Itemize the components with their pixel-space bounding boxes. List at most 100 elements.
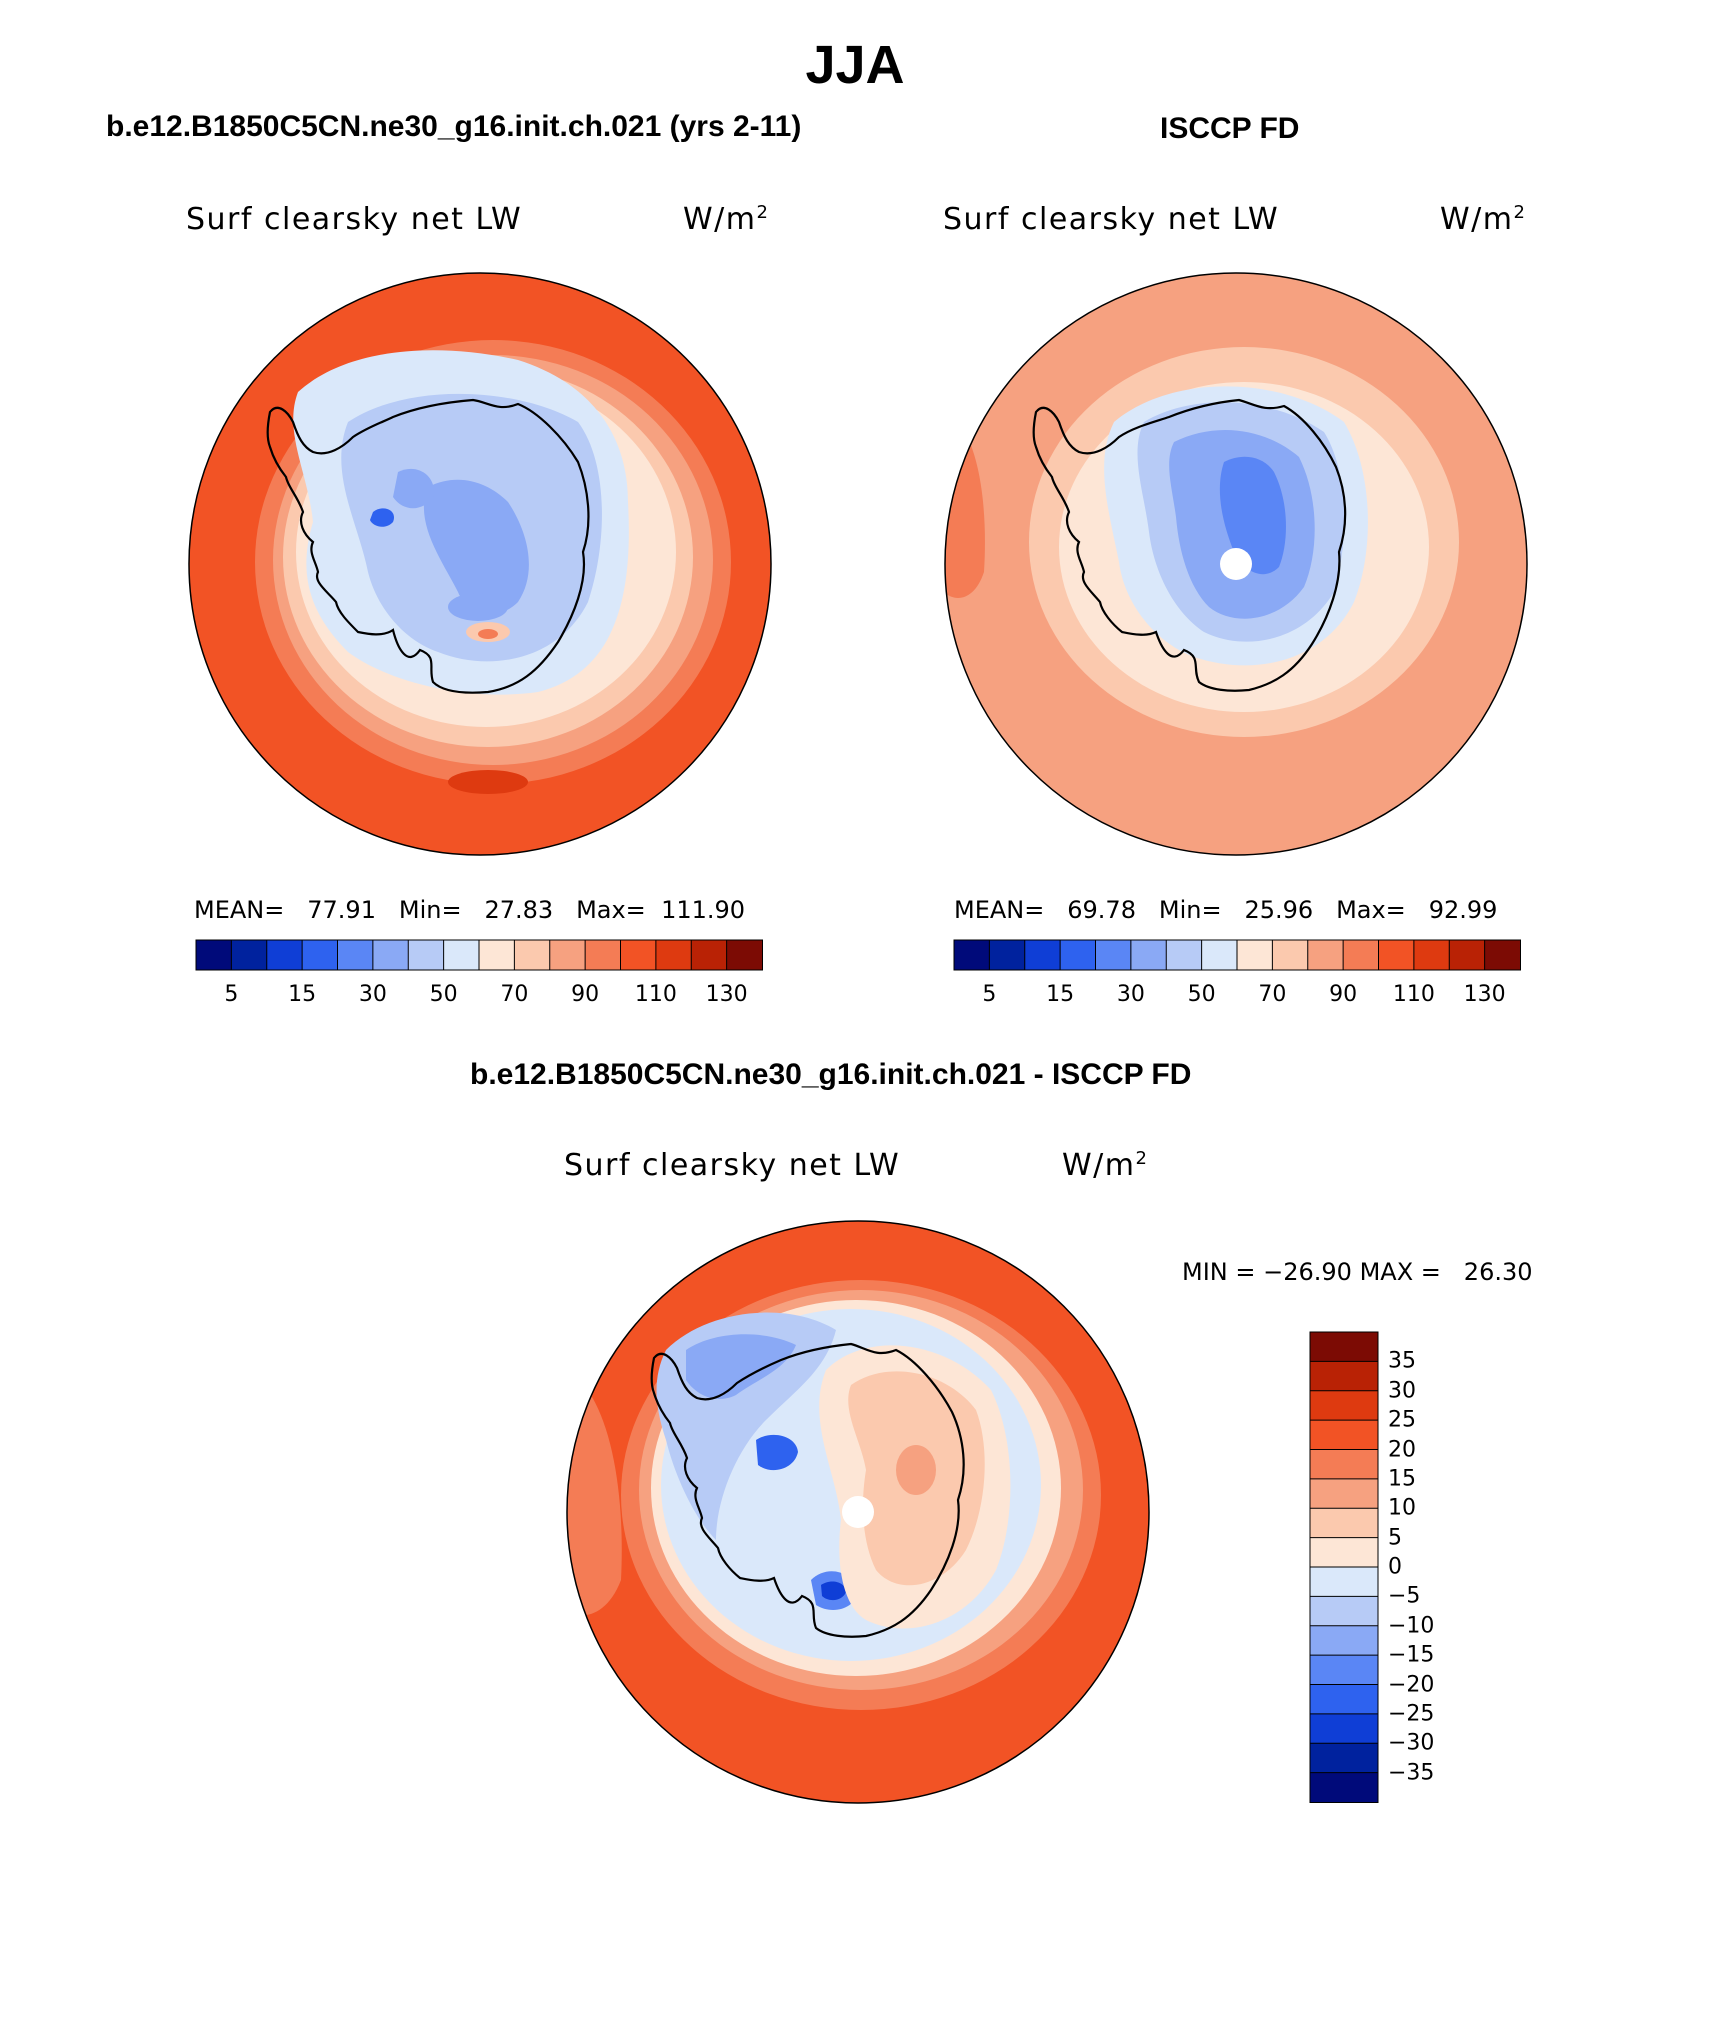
diff-colorbar-box [1309,1390,1379,1422]
diff-colorbar-box [1309,1625,1379,1657]
obs-coastline [1032,398,1347,692]
obs-colorbar-box [1342,939,1380,971]
model-colorbar-box [301,939,339,971]
diff-colorbar-tick-label: −20 [1388,1672,1435,1697]
diff-max-value: 26.30 [1463,1258,1533,1286]
obs-colorbar-box [988,939,1026,971]
obs-colorbar-box [1413,939,1451,971]
obs-mean-value: 69.78 [1067,896,1136,924]
model-ice-deep-2 [393,468,434,509]
model-colorbar-box [513,939,551,971]
diff-colorbar-tick-label: 5 [1388,1525,1402,1551]
model-max-value: 111.90 [661,896,746,924]
obs-colorbar-box [1236,939,1274,971]
diff-colorbar-tick-label: 30 [1388,1378,1416,1404]
model-variable-label: Surf clearsky net LW [186,202,523,237]
obs-max-label: Max= [1336,896,1406,924]
diff-pos-core [896,1445,936,1495]
diff-stats: MIN = −26.90 MAX = 26.30 [1182,1258,1533,1286]
diff-colorbar-tick-label: 0 [1388,1554,1402,1580]
model-colorbar-box [230,939,268,971]
diff-colorbar-box [1309,1360,1379,1392]
obs-colorbar-tick-label: 70 [1258,982,1287,1007]
diff-colorbar-box [1309,1419,1379,1451]
obs-polar-map [944,272,1528,856]
model-case-title: b.e12.B1850C5CN.ne30_g16.init.ch.021 (yr… [106,110,802,143]
model-colorbar-box [443,939,480,971]
obs-colorbar-tick-label: 50 [1187,982,1216,1007]
diff-colorbar-tick-label: −25 [1388,1701,1435,1727]
diff-units-base: W/m [1062,1148,1136,1183]
model-colorbar-box [584,939,622,971]
obs-colorbar-box [1024,939,1062,971]
model-colorbar-box [690,939,728,971]
obs-colorbar [953,939,1521,971]
diff-colorbar-tick-label: 35 [1388,1348,1416,1374]
diff-colorbar-box [1309,1684,1379,1715]
diff-colorbar-box [1309,1507,1379,1539]
model-warm-patch-core [478,629,498,639]
diff-colorbar-tick-label: −10 [1388,1613,1435,1639]
diff-colorbar-tick-label: −15 [1388,1642,1435,1668]
model-colorbar-tick-label: 15 [288,982,317,1007]
obs-stats: MEAN= 69.78 Min= 25.96 Max= 92.99 [954,896,1497,924]
diff-colorbar-tick-label: 25 [1388,1407,1416,1433]
diff-colorbar-tick-label: −35 [1388,1760,1435,1786]
diff-coastline [650,1342,965,1638]
diff-colorbar [1309,1331,1379,1803]
diff-colorbar-tick-label: 10 [1388,1495,1416,1521]
obs-colorbar-box [1307,939,1345,971]
diff-units-label: W/m2 [1062,1148,1148,1183]
model-hot-patch [448,770,528,794]
obs-case-title: ISCCP FD [1160,112,1300,145]
diff-colorbar-box [1309,1449,1379,1480]
obs-units-exp: 2 [1513,202,1527,223]
model-ice-deep [423,479,529,615]
model-polar-map [188,272,772,856]
diff-min-value: −26.90 [1263,1258,1352,1286]
obs-colorbar-tick-label: 90 [1329,982,1358,1007]
model-units-label: W/m2 [683,202,769,237]
model-colorbar-tick-label: 70 [500,982,529,1007]
model-colorbar-tick-label: 130 [705,982,748,1007]
obs-colorbar-box [1484,939,1521,971]
diff-west-band [567,1370,622,1616]
obs-colorbar-box [1095,939,1132,971]
diff-colorbar-tick-label: −30 [1388,1730,1435,1756]
diff-neg-core [756,1434,798,1471]
model-colorbar-box [372,939,410,971]
model-max-label: Max= [576,896,646,924]
model-min-label: Min= [398,896,462,924]
diff-map-border [566,1220,1150,1804]
obs-colorbar-box [1378,939,1415,971]
diff-colorbar-box [1309,1478,1379,1510]
obs-units-base: W/m [1440,202,1514,237]
obs-colorbar-tick-label: 5 [982,982,997,1007]
model-coastline [266,398,590,694]
model-colorbar-box [549,939,587,971]
model-map-border [188,272,772,856]
diff-colorbar-box [1309,1566,1379,1598]
model-colorbar-box [337,939,374,971]
model-colorbar-box [655,939,693,971]
diff-colorbar-box [1309,1742,1379,1774]
obs-mean-label: MEAN= [954,896,1045,924]
model-stats: MEAN= 77.91 Min= 27.83 Max= 111.90 [194,896,745,924]
model-colorbar-box [266,939,304,971]
diff-neg-deep [686,1334,796,1400]
obs-min-label: Min= [1158,896,1222,924]
obs-colorbar-box [1165,939,1203,971]
obs-ice-core [1219,456,1286,575]
diff-colorbar-tick-label: 15 [1388,1466,1416,1492]
model-colorbar [195,939,763,971]
obs-units-label: W/m2 [1440,202,1526,237]
diff-min-label: MIN = [1182,1258,1256,1286]
model-colorbar-box [726,939,763,971]
model-colorbar-tick-label: 90 [571,982,600,1007]
model-colorbar-box [195,939,233,971]
model-units-exp: 2 [756,202,770,223]
obs-colorbar-box [1448,939,1486,971]
model-mean-value: 77.91 [307,896,376,924]
diff-pole-hole [842,1496,874,1528]
obs-variable-label: Surf clearsky net LW [943,202,1280,237]
